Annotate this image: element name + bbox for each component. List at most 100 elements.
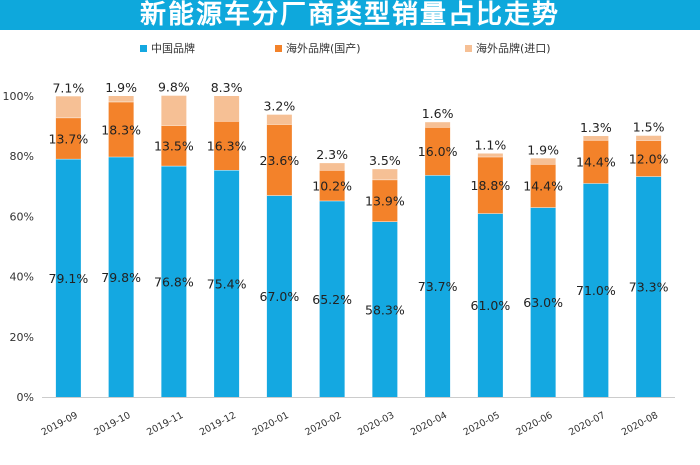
data-label: 13.9% bbox=[365, 194, 405, 209]
bar-segment-1 bbox=[214, 170, 240, 397]
y-tick-label: 60% bbox=[10, 210, 34, 223]
data-label: 65.2% bbox=[312, 292, 352, 307]
data-label: 1.5% bbox=[633, 120, 665, 135]
legend-label-1: 中国品牌 bbox=[151, 41, 195, 55]
bar-segment-3 bbox=[583, 136, 609, 140]
bar-segment-1 bbox=[161, 165, 187, 397]
x-tick-label: 2019-10 bbox=[92, 410, 132, 438]
x-tick-label: 2020-04 bbox=[409, 410, 449, 438]
data-label: 79.8% bbox=[101, 270, 141, 285]
bar-segment-3 bbox=[319, 163, 345, 171]
bar-segment-3 bbox=[636, 135, 662, 141]
data-label: 67.0% bbox=[260, 289, 300, 304]
data-label: 1.1% bbox=[474, 137, 506, 152]
bar-segment-1 bbox=[636, 176, 662, 397]
bar-segment-1 bbox=[583, 183, 609, 397]
bar-segment-2 bbox=[530, 164, 556, 208]
data-labels: 79.1% 13.7% 7.1% 79.8% 18.3% 1.9% 76.8% 13.5% 9.… bbox=[49, 80, 669, 318]
y-tick-label: 20% bbox=[10, 331, 34, 344]
data-label: 18.8% bbox=[471, 178, 511, 193]
data-label: 76.8% bbox=[154, 274, 194, 289]
bar-segment-2 bbox=[477, 156, 503, 214]
x-tick-label: 2020-01 bbox=[251, 410, 291, 438]
data-label: 58.3% bbox=[365, 302, 405, 317]
bar-segment-3 bbox=[372, 169, 398, 180]
bar-segment-2 bbox=[372, 179, 398, 222]
data-label: 75.4% bbox=[207, 277, 247, 292]
x-tick-label: 2020-02 bbox=[303, 410, 343, 438]
bar-segment-2 bbox=[425, 127, 451, 176]
bar-segment-2 bbox=[319, 170, 345, 201]
data-label: 8.3% bbox=[211, 80, 243, 95]
x-tick-label: 2020-07 bbox=[567, 410, 607, 438]
legend-label-2: 海外品牌(国产) bbox=[286, 41, 361, 55]
data-label: 79.1% bbox=[49, 271, 89, 286]
chart-title: 新能源车分厂商类型销量占比走势 bbox=[139, 0, 560, 30]
bar-segment-1 bbox=[372, 221, 398, 397]
legend: 中国品牌 海外品牌(国产) 海外品牌(进口) bbox=[140, 41, 551, 55]
bar-segment-1 bbox=[477, 213, 503, 397]
data-label: 73.7% bbox=[418, 279, 458, 294]
data-label: 16.0% bbox=[418, 144, 458, 159]
bar-segment-2 bbox=[583, 139, 609, 184]
data-label: 14.4% bbox=[576, 155, 616, 170]
x-tick-label: 2020-06 bbox=[514, 410, 554, 438]
bar-segment-1 bbox=[319, 200, 345, 397]
data-label: 9.8% bbox=[158, 80, 190, 95]
data-label: 1.9% bbox=[527, 142, 559, 157]
data-label: 16.3% bbox=[207, 139, 247, 154]
y-axis: 0% 20% 40% 60% 80% 100% bbox=[3, 90, 34, 404]
bar-segment-2 bbox=[636, 140, 662, 177]
data-label: 1.6% bbox=[422, 106, 454, 121]
bar-segment-2 bbox=[266, 124, 292, 196]
data-label: 73.3% bbox=[629, 280, 669, 295]
bar-segment-3 bbox=[425, 122, 451, 128]
bar-segment-3 bbox=[108, 96, 134, 102]
data-label: 13.7% bbox=[49, 131, 89, 146]
data-label: 13.5% bbox=[154, 139, 194, 154]
data-label: 63.0% bbox=[523, 295, 563, 310]
data-label: 1.9% bbox=[105, 80, 137, 95]
data-label: 1.3% bbox=[580, 120, 612, 135]
x-tick-label: 2019-11 bbox=[145, 410, 185, 438]
bar-segment-2 bbox=[108, 101, 134, 157]
bar-segment-2 bbox=[55, 117, 81, 159]
title-bar: 新能源车分厂商类型销量占比走势 bbox=[0, 0, 700, 30]
y-tick-label: 80% bbox=[10, 150, 34, 163]
y-tick-label: 40% bbox=[10, 271, 34, 284]
bar-segment-1 bbox=[530, 207, 556, 397]
legend-swatch-1 bbox=[140, 45, 147, 52]
bar-segment-1 bbox=[108, 156, 134, 397]
bar-segment-2 bbox=[161, 125, 187, 166]
x-tick-label: 2019-12 bbox=[198, 410, 238, 438]
bar-segment-3 bbox=[55, 96, 81, 118]
bar-segment-1 bbox=[425, 175, 451, 397]
bar-segment-2 bbox=[214, 120, 240, 171]
data-label: 2.3% bbox=[316, 147, 348, 162]
data-label: 23.6% bbox=[260, 153, 300, 168]
bar-segment-3 bbox=[266, 114, 292, 125]
data-label: 7.1% bbox=[52, 80, 84, 95]
bars bbox=[55, 95, 662, 397]
legend-swatch-2 bbox=[275, 45, 282, 52]
data-label: 71.0% bbox=[576, 283, 616, 298]
data-label: 18.3% bbox=[101, 122, 141, 137]
bar-segment-1 bbox=[55, 158, 81, 397]
x-axis: 2019-09 2019-10 2019-11 2019-12 2020-01 2020-… bbox=[40, 397, 675, 438]
legend-swatch-3 bbox=[465, 45, 472, 52]
bar-segment-1 bbox=[266, 195, 292, 397]
data-label: 12.0% bbox=[629, 151, 669, 166]
bar-segment-3 bbox=[477, 153, 503, 157]
x-tick-label: 2019-09 bbox=[40, 410, 80, 438]
data-label: 61.0% bbox=[471, 298, 511, 313]
data-label: 3.2% bbox=[263, 99, 295, 114]
y-tick-label: 100% bbox=[3, 90, 34, 103]
data-label: 14.4% bbox=[523, 179, 563, 194]
legend-label-3: 海外品牌(进口) bbox=[476, 41, 551, 55]
bar-segment-3 bbox=[214, 96, 240, 121]
y-tick-label: 0% bbox=[17, 391, 34, 404]
x-tick-label: 2020-05 bbox=[462, 410, 502, 438]
data-label: 3.5% bbox=[369, 153, 401, 168]
data-label: 10.2% bbox=[312, 178, 352, 193]
